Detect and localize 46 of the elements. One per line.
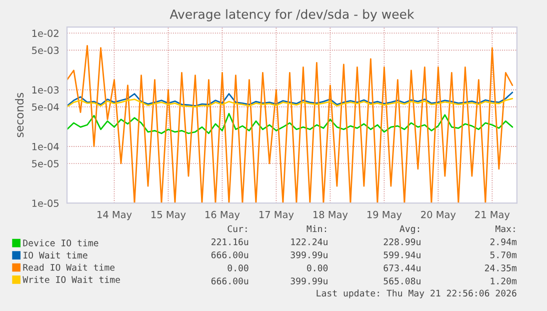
- y-tick-label: 1e-05: [32, 200, 59, 207]
- y-tick-label: 1e-03: [32, 86, 59, 94]
- legend-label: Write IO Wait time: [22, 276, 120, 283]
- x-tick-label: 21 May: [475, 210, 510, 220]
- x-tick-label: 17 May: [260, 211, 294, 220]
- line-series: [67, 98, 514, 108]
- chart-title: Average latency for /dev/sda - by week: [170, 9, 414, 22]
- x-tick-label: 19 May: [367, 210, 402, 220]
- line-series: [67, 112, 514, 134]
- text: 228.99u: [384, 238, 420, 246]
- text: 5.70m: [490, 251, 516, 258]
- x-tick-label: 20 May: [421, 210, 456, 220]
- y-axis-title: seconds: [15, 92, 24, 138]
- text: 399.99u: [290, 251, 328, 258]
- legend-label: IO Wait time: [24, 252, 88, 259]
- text: 565.08u: [384, 278, 420, 284]
- y-tick-label: 1e-02: [32, 30, 58, 37]
- text: 666.00u: [211, 251, 248, 258]
- y-tick-label: 5e-04: [32, 103, 59, 111]
- legend-label: Device IO time: [23, 239, 98, 246]
- text: 2.94m: [490, 238, 516, 246]
- text: Min:: [306, 225, 326, 232]
- y-tick-label: 5e-03: [32, 46, 59, 54]
- text: 673.44u: [384, 264, 420, 272]
- text: 221.16u: [212, 238, 248, 246]
- x-tick-label: 15 May: [152, 211, 186, 220]
- text: 399.99u: [290, 278, 328, 284]
- text: 666.00u: [211, 278, 248, 284]
- x-tick-label: 18 May: [313, 210, 348, 220]
- text: 0.00: [228, 264, 248, 272]
- text: 122.24u: [291, 238, 328, 246]
- text: 0.00: [307, 264, 328, 272]
- x-tick-label: 16 May: [206, 210, 240, 220]
- x-tick-label: 14 May: [98, 211, 132, 220]
- text: 599.94u: [384, 251, 420, 258]
- line-series: [67, 45, 514, 204]
- text: Last update: Thu May 21 22:56:06 2026: [316, 290, 516, 298]
- text: 24.35m: [484, 264, 516, 272]
- text: Max:: [496, 225, 515, 232]
- text: 1.20m: [490, 278, 516, 284]
- line-series: [67, 92, 514, 107]
- y-tick-label: 5e-05: [32, 160, 59, 168]
- legend-label: Read IO Wait time: [23, 264, 115, 271]
- y-tick-label: 1e-04: [32, 142, 59, 150]
- text: Cur:: [228, 225, 247, 232]
- text: Avg:: [400, 225, 420, 234]
